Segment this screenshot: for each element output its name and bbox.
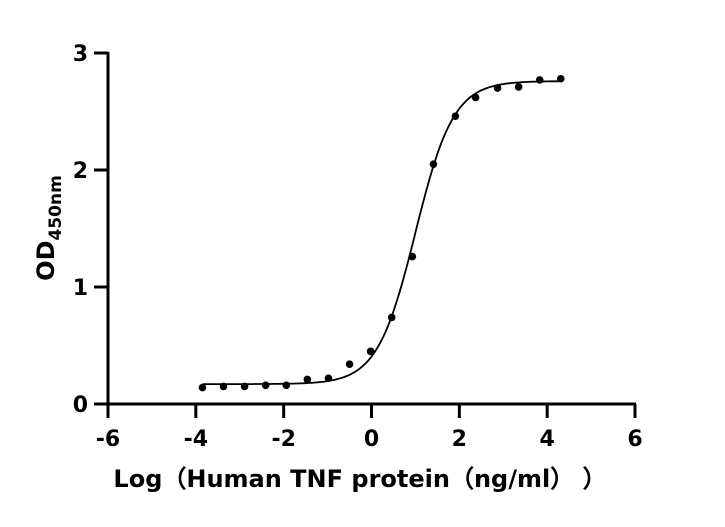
y-axis-label: OD450nm bbox=[32, 175, 66, 281]
x-tick-label: -4 bbox=[184, 427, 208, 452]
data-point bbox=[451, 112, 460, 120]
data-point bbox=[303, 375, 312, 384]
y-tick-label: 1 bbox=[73, 276, 88, 301]
data-point bbox=[366, 347, 375, 356]
data-point bbox=[493, 84, 502, 92]
data-point bbox=[429, 160, 438, 168]
data-point bbox=[556, 74, 565, 83]
data-point bbox=[471, 93, 480, 102]
data-point bbox=[408, 252, 417, 261]
y-tick-label: 2 bbox=[73, 159, 88, 184]
x-tick-label: -2 bbox=[271, 427, 295, 452]
x-axis-label: Log（Human TNF protein（ng/ml） ） bbox=[113, 465, 606, 493]
x-tick-label: 2 bbox=[452, 427, 467, 452]
x-tick-label: -6 bbox=[96, 427, 120, 452]
data-point bbox=[535, 76, 544, 84]
data-point bbox=[261, 381, 270, 390]
x-tick-label: 6 bbox=[627, 427, 642, 452]
y-tick-label: 0 bbox=[73, 393, 88, 418]
y-axis-label-main: OD bbox=[32, 240, 60, 280]
data-point bbox=[282, 381, 291, 390]
data-point bbox=[198, 383, 207, 392]
x-tick-label: 4 bbox=[540, 427, 555, 452]
data-point bbox=[345, 360, 354, 369]
y-axis-label-subscript: 450nm bbox=[46, 175, 66, 240]
data-point bbox=[219, 382, 228, 391]
data-point bbox=[387, 313, 396, 322]
y-tick-label: 3 bbox=[73, 42, 88, 67]
data-point bbox=[514, 83, 523, 91]
x-tick-label: 0 bbox=[364, 427, 379, 452]
fit-curve bbox=[202, 80, 561, 385]
data-point bbox=[324, 374, 333, 383]
data-point bbox=[240, 382, 249, 391]
